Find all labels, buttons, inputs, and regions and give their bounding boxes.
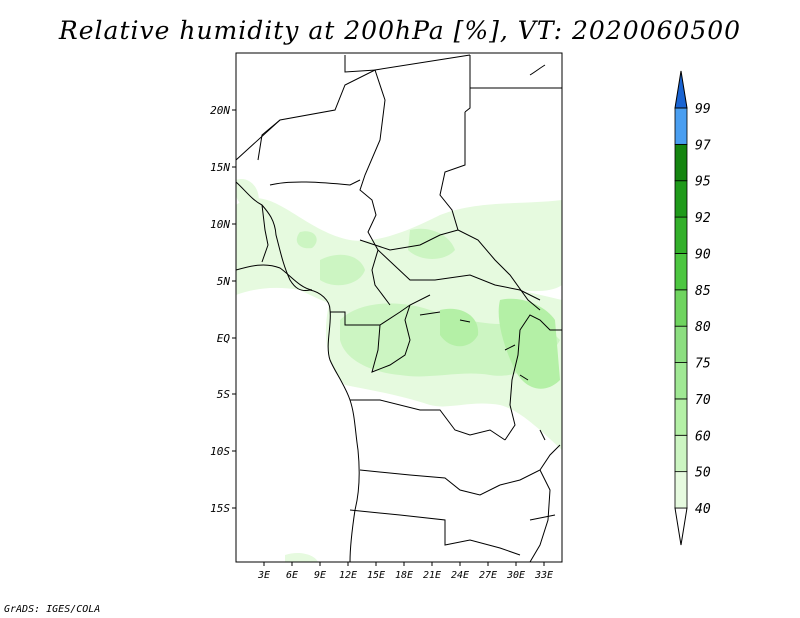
humidity-core-8 [285,552,318,562]
lat-tick-label: 15S [210,502,230,515]
colorbar-level-label: 92 [695,211,711,226]
colorbar-segment [674,180,688,218]
lat-tick-label: EQ [217,332,231,345]
lat-tick-label: 10S [210,445,230,458]
colorbar-segment [674,434,688,473]
colorbar-level-label: 85 [695,284,711,299]
colorbar-segment [674,471,688,509]
colorbar-level-label: 80 [695,320,711,335]
colorbar-level-label: 95 [695,175,711,190]
lon-tick-label: 30E [506,570,525,581]
humidity-core-6 [296,231,317,249]
colorbar-segment [674,398,688,436]
colorbar-segment [674,216,688,254]
humidity-core-5 [440,308,479,347]
lat-tick-label: 5S [217,388,231,401]
colorbar-segment [674,253,688,291]
colorbar-level-label: 40 [695,502,711,517]
colorbar-segment [674,362,688,400]
lat-tick-label: 5N [217,275,231,288]
colorbar-segment [674,143,688,182]
lat-axis [232,109,236,509]
colorbar-level-label: 90 [695,247,711,262]
colorbar-level-label: 70 [695,393,711,408]
humidity-core-4 [498,298,560,389]
lon-tick-label: 27E [479,570,497,581]
humidity-shading [236,179,562,562]
humidity-core-2 [320,254,365,286]
lon-tick-label: 9E [314,570,326,581]
lon-tick-label: 15E [367,570,385,581]
lon-tick-label: 6E [286,570,298,581]
lat-tick-label: 10N [210,218,230,231]
lon-tick-label: 12E [339,570,357,581]
colorbar-level-label: 60 [695,429,711,444]
lon-tick-label: 33E [534,570,553,581]
lat-tick-label: 20N [210,104,230,117]
colorbar-upper-triangle [674,70,688,109]
colorbar: 40 50 60 70 75 80 85 90 92 95 97 99 [674,70,711,546]
lon-tick-label: 24E [451,570,469,581]
lon-tick-label: 21E [423,570,441,581]
map-frame [235,52,563,563]
colorbar-level-label: 99 [695,102,711,117]
colorbar-segment [674,289,688,327]
colorbar-segment [674,325,688,363]
lat-tick-label: 15N [210,161,230,174]
lon-tick-label: 18E [395,570,413,581]
colorbar-segment [674,107,688,145]
colorbar-level-label: 75 [695,357,711,372]
colorbar-level-label: 97 [695,138,711,153]
colorbar-lower-triangle [674,507,688,546]
lon-axis [263,562,545,566]
humidity-core-3 [408,228,455,259]
credit-label: GrADS: IGES/COLA [4,604,101,615]
map-title: Relative humidity at 200hPa [%], VT: 202… [58,16,742,45]
coastlines-and-borders [235,54,562,563]
colorbar-level-label: 50 [695,466,711,481]
lon-tick-label: 3E [257,570,270,581]
